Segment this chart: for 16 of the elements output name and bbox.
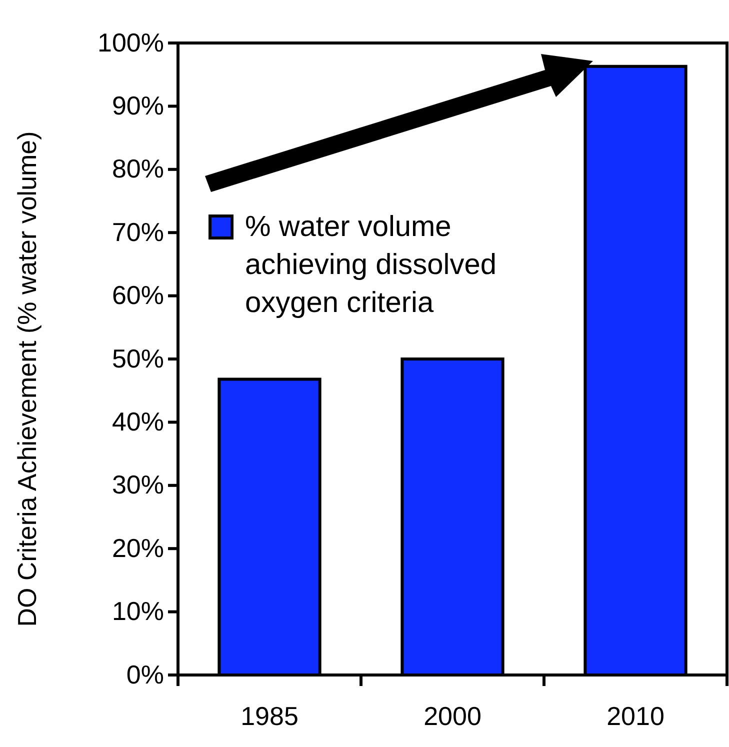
y-tick-label: 10% [112, 596, 164, 626]
x-tick-label: 2000 [424, 701, 482, 731]
x-tick-label: 1985 [240, 701, 298, 731]
y-axis-title: DO Criteria Achievement (% water volume) [12, 131, 42, 627]
y-tick-label: 40% [112, 406, 164, 437]
y-tick-label: 0% [126, 659, 164, 690]
y-tick-label: 100% [98, 27, 164, 58]
y-tick-label: 30% [112, 470, 164, 500]
x-tick-label: 2010 [606, 701, 664, 731]
legend-label: % water volume achieving dissolved oxygen criteria [245, 211, 496, 319]
y-tick-label: 50% [112, 343, 164, 374]
y-tick-label: 60% [112, 280, 164, 310]
y-tick-label: 20% [112, 532, 164, 563]
y-tick-label: 80% [112, 154, 164, 184]
y-tick-label: 90% [112, 90, 164, 121]
y-tick-label: 70% [112, 216, 164, 247]
